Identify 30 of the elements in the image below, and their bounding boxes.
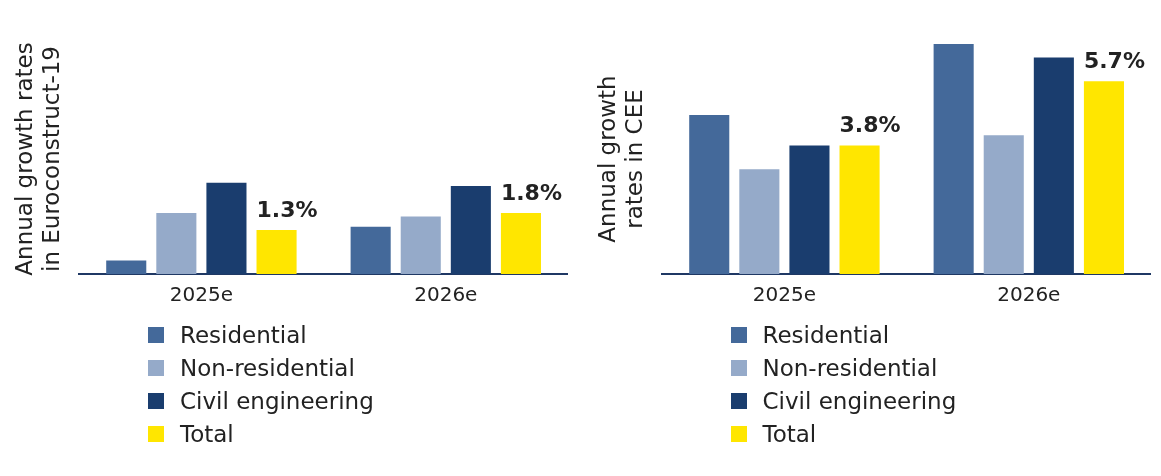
- legend-label: Total: [180, 420, 234, 447]
- x-tick-label: 2026e: [996, 282, 1060, 307]
- bar: [156, 213, 197, 274]
- data-label: 1.8%: [500, 179, 562, 205]
- x-tick-label: 2025e: [169, 282, 233, 307]
- x-tick-label: 2026e: [414, 282, 478, 307]
- legend-label: Civil engineering: [180, 387, 374, 414]
- data-label: 1.3%: [256, 196, 318, 222]
- legend-label: Non-residential: [762, 354, 938, 381]
- bar: [688, 115, 729, 274]
- y-axis-title: Annual growth rates in Euroconstruct-19: [10, 42, 65, 276]
- data-label: 3.8%: [839, 112, 901, 138]
- bar: [983, 135, 1024, 274]
- legend-label: Total: [762, 420, 817, 447]
- bar: [256, 230, 297, 274]
- y-axis-title: Annual growth rates in CEE: [593, 75, 647, 243]
- legend-label: Civil engineering: [762, 387, 957, 414]
- bar: [106, 260, 147, 274]
- bar: [839, 145, 880, 274]
- data-label: 5.7%: [1083, 47, 1145, 73]
- legend-label: Non-residential: [180, 354, 355, 381]
- legend-label: Residential: [180, 321, 307, 348]
- bar: [350, 226, 391, 274]
- x-tick-label: 2025e: [752, 282, 816, 307]
- bar: [1083, 81, 1124, 274]
- legend-label: Residential: [762, 321, 890, 348]
- bar: [400, 216, 441, 274]
- bar: [500, 213, 541, 274]
- bar: [738, 169, 779, 274]
- bar: [933, 44, 974, 274]
